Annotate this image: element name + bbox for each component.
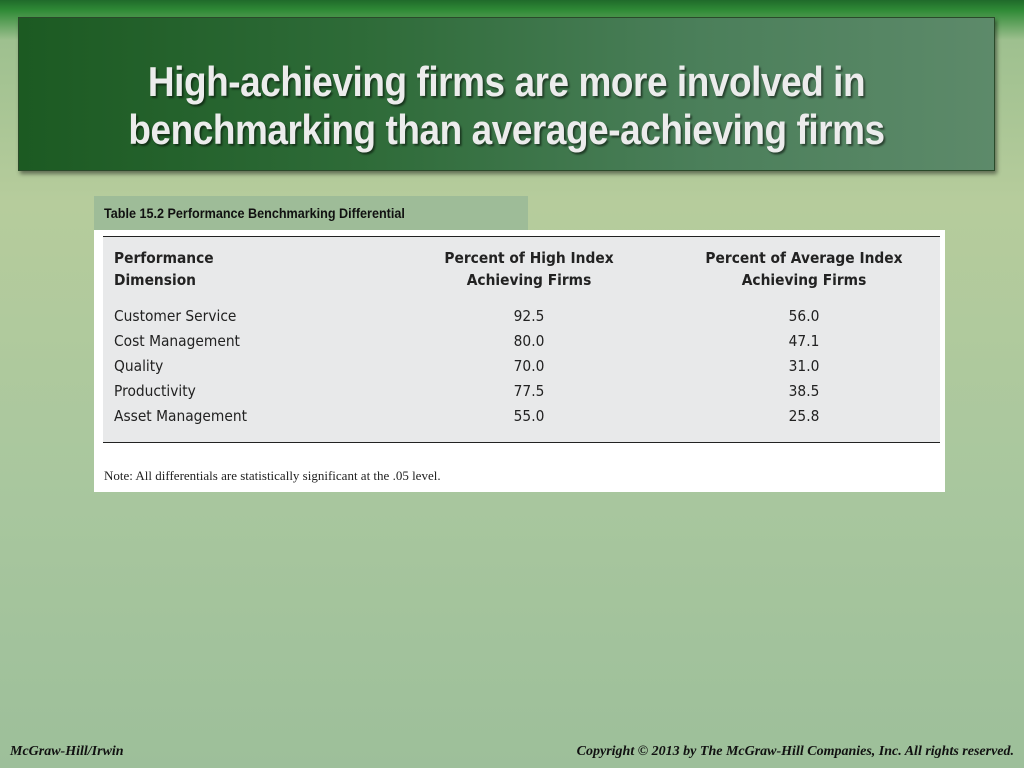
header-average-line2: Achieving Firms — [741, 271, 867, 289]
row-dimension: Customer Service — [114, 307, 237, 325]
row-dimension: Cost Management — [114, 332, 240, 350]
title-banner: High-achieving firms are more involved i… — [18, 17, 995, 171]
slide-title-line-2: benchmarking than average-achieving firm… — [128, 106, 885, 153]
table-card: Performance Dimension Percent of High In… — [94, 230, 945, 492]
header-dimension-line1: Performance — [114, 249, 214, 267]
row-high-value: 77.5 — [513, 382, 545, 400]
row-average-value: 25.8 — [788, 407, 820, 425]
row-high-value: 55.0 — [513, 407, 545, 425]
row-high-value: 92.5 — [513, 307, 545, 325]
row-dimension: Asset Management — [114, 407, 248, 425]
row-high-value: 70.0 — [513, 357, 545, 375]
slide-title-line-1: High-achieving firms are more involved i… — [147, 58, 866, 105]
table-top-rule — [103, 236, 940, 237]
footer-publisher: McGraw-Hill/Irwin — [10, 744, 124, 759]
header-average-index: Percent of Average Index Achieving Firms — [689, 247, 919, 291]
table-body — [103, 236, 940, 442]
table-bottom-rule — [103, 442, 940, 443]
row-average-value: 47.1 — [788, 332, 820, 350]
row-high-value: 80.0 — [513, 332, 545, 350]
header-dimension: Performance Dimension — [114, 247, 214, 291]
row-average-value: 31.0 — [788, 357, 820, 375]
row-average-value: 56.0 — [788, 307, 820, 325]
footer-copyright: Copyright © 2013 by The McGraw-Hill Comp… — [576, 744, 1014, 759]
header-average-line1: Percent of Average Index — [705, 249, 903, 267]
table-caption: Table 15.2 Performance Benchmarking Diff… — [104, 205, 405, 221]
header-high-line1: Percent of High Index — [444, 249, 614, 267]
header-dimension-line2: Dimension — [114, 271, 197, 289]
header-high-index: Percent of High Index Achieving Firms — [414, 247, 644, 291]
row-dimension: Productivity — [114, 382, 196, 400]
slide-title: High-achieving firms are more involved i… — [78, 58, 936, 154]
row-dimension: Quality — [114, 357, 164, 375]
header-high-line2: Achieving Firms — [466, 271, 592, 289]
table-caption-box: Table 15.2 Performance Benchmarking Diff… — [94, 196, 528, 230]
row-average-value: 38.5 — [788, 382, 820, 400]
table-note: Note: All differentials are statisticall… — [104, 468, 441, 483]
